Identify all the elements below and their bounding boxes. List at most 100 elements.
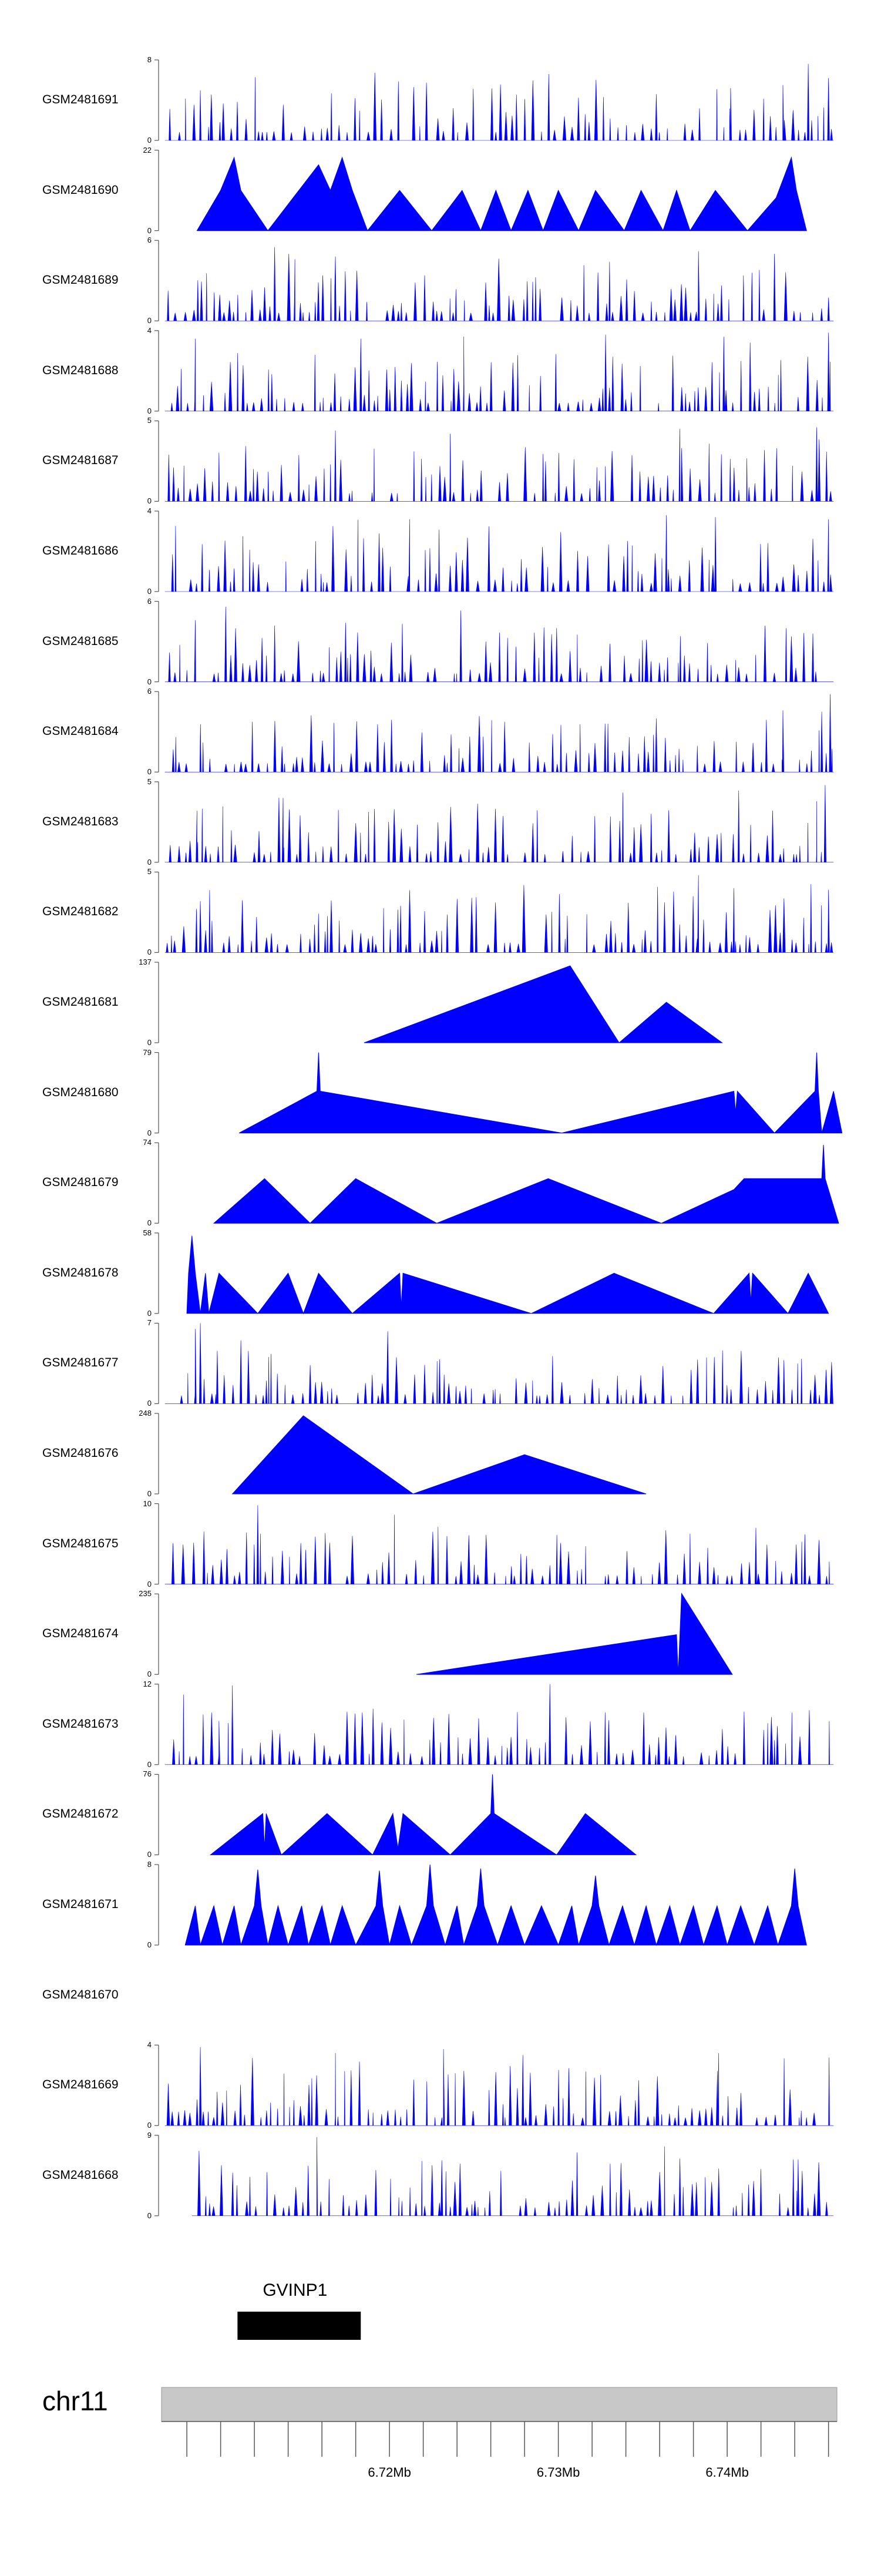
coverage-area [164, 63, 834, 141]
coverage-area [164, 2047, 834, 2126]
y-tick-min: 0 [147, 1940, 152, 1949]
coverage-area [364, 965, 724, 1043]
y-tick-max: 76 [143, 1769, 152, 1779]
x-tick-label: 6.73Mb [536, 2465, 580, 2480]
track-GSM2481682 [154, 871, 834, 953]
y-tick-min: 0 [147, 226, 152, 235]
y-tick-max: 22 [143, 145, 152, 155]
coverage-area [191, 2137, 834, 2216]
track-label: GSM2481679 [42, 1176, 119, 1190]
y-tick-min: 0 [147, 136, 152, 145]
y-tick-max: 5 [147, 416, 152, 425]
y-tick-max: 9 [147, 2130, 152, 2140]
track-GSM2481686 [154, 511, 834, 592]
y-tick-max: 74 [143, 1138, 152, 1147]
y-tick-min: 0 [147, 496, 152, 506]
y-tick-min: 0 [147, 857, 152, 866]
track-GSM2481691 [154, 59, 834, 141]
y-tick-max: 5 [147, 867, 152, 876]
track-GSM2481680 [154, 1052, 843, 1134]
track-GSM2481674 [154, 1592, 733, 1675]
y-tick-min: 0 [147, 1850, 152, 1859]
coverage-area [164, 515, 834, 592]
y-tick-min: 0 [147, 1759, 152, 1769]
track-label: GSM2481682 [42, 905, 119, 919]
y-tick-min: 0 [147, 316, 152, 325]
y-tick-max: 8 [147, 1860, 152, 1869]
track-GSM2481688 [154, 330, 834, 412]
track-GSM2481687 [154, 420, 834, 502]
coverage-area [209, 1774, 637, 1856]
track-GSM2481671 [154, 1864, 807, 1946]
y-tick-min: 0 [147, 1128, 152, 1137]
coverage-area [164, 247, 834, 321]
track-GSM2481681 [154, 962, 724, 1043]
track-label: GSM2481689 [42, 273, 119, 287]
track-GSM2481689 [154, 240, 834, 321]
y-tick-max: 6 [147, 687, 152, 696]
y-tick-min: 0 [147, 2211, 152, 2220]
chromosome-label: chr11 [42, 2386, 108, 2416]
chromosome-band [161, 2387, 838, 2422]
coverage-area [164, 606, 834, 682]
track-label: GSM2481678 [42, 1265, 119, 1279]
y-tick-max: 8 [147, 55, 152, 64]
track-label: GSM2481686 [42, 544, 119, 557]
track-label: GSM2481671 [42, 1897, 119, 1911]
y-tick-max: 137 [139, 958, 152, 966]
y-tick-max: 6 [147, 236, 152, 245]
track-GSM2481690 [154, 150, 807, 232]
coverage-area [416, 1592, 733, 1675]
y-tick-max: 79 [143, 1047, 152, 1057]
track-GSM2481684 [154, 691, 834, 773]
coverage-area [164, 785, 834, 863]
y-tick-max: 58 [143, 1228, 152, 1237]
gene-label: GVINP1 [263, 2281, 328, 2300]
coverage-area [213, 1144, 839, 1224]
y-tick-min: 0 [147, 1670, 152, 1679]
coverage-area [231, 1415, 647, 1494]
track-label: GSM2481676 [42, 1446, 119, 1460]
y-tick-min: 0 [147, 767, 152, 777]
track-label: GSM2481680 [42, 1085, 119, 1099]
track-GSM2481673 [154, 1684, 834, 1765]
y-tick-min: 0 [147, 677, 152, 686]
track-label: GSM2481670 [42, 1987, 119, 2001]
coverage-area [196, 156, 807, 232]
y-tick-min: 0 [147, 1038, 152, 1047]
y-tick-max: 7 [147, 1318, 152, 1328]
track-label: GSM2481688 [42, 363, 119, 377]
track-GSM2481668 [154, 2135, 834, 2216]
coverage-area [164, 1323, 834, 1404]
track-label: GSM2481674 [42, 1627, 119, 1641]
y-tick-max: 235 [139, 1589, 152, 1598]
track-label: GSM2481669 [42, 2078, 119, 2092]
track-label: GSM2481684 [42, 724, 119, 738]
coverage-area [164, 875, 834, 953]
y-tick-max: 5 [147, 777, 152, 786]
coverage-area [164, 1505, 834, 1584]
coverage-area [164, 1684, 834, 1765]
y-tick-min: 0 [147, 1308, 152, 1318]
track-GSM2481676 [154, 1413, 647, 1494]
y-tick-min: 0 [147, 406, 152, 415]
coverage-area [164, 694, 834, 773]
coverage-area [238, 1052, 843, 1134]
track-label: GSM2481681 [42, 995, 119, 1009]
track-label: GSM2481668 [42, 2168, 119, 2182]
y-tick-max: 6 [147, 596, 152, 606]
track-label: GSM2481687 [42, 454, 119, 468]
track-GSM2481678 [154, 1232, 829, 1315]
y-tick-min: 0 [147, 1579, 152, 1588]
track-label: GSM2481683 [42, 814, 119, 828]
y-tick-max: 248 [139, 1409, 152, 1418]
gene-GVINP1-bar [237, 2312, 361, 2340]
track-GSM2481677 [154, 1322, 834, 1404]
coverage-area [186, 1235, 829, 1315]
track-GSM2481669 [154, 2044, 834, 2126]
track-label: GSM2481673 [42, 1717, 119, 1731]
y-tick-max: 4 [147, 2040, 152, 2050]
y-tick-min: 0 [147, 1489, 152, 1498]
coverage-area [164, 427, 834, 502]
